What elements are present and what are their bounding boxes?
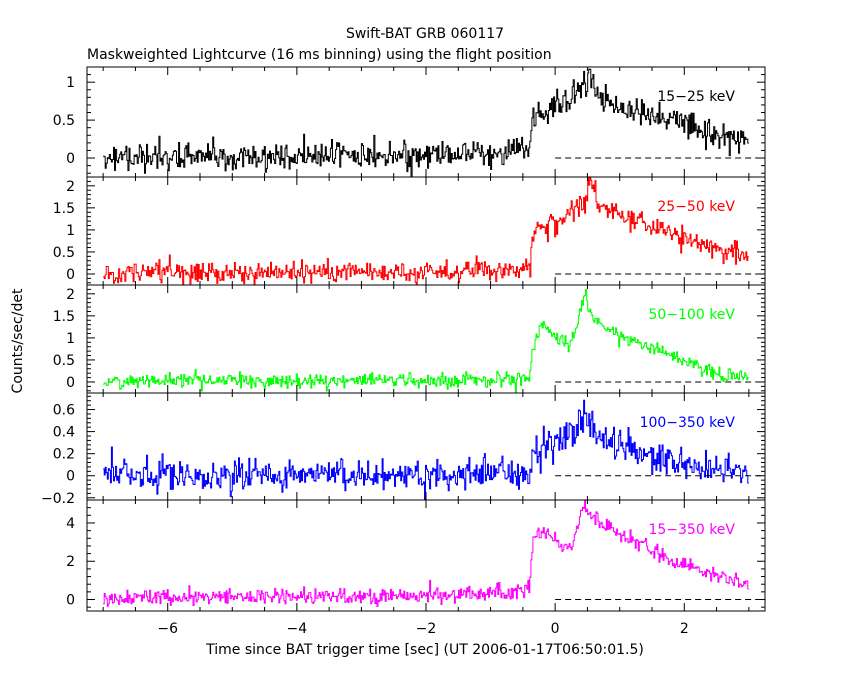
y-tick-label: 0 bbox=[66, 151, 75, 167]
y-tick-label: 1.5 bbox=[53, 201, 75, 217]
x-tick-label: −4 bbox=[287, 621, 308, 637]
panel: 0 2 4 15−350 keV bbox=[66, 499, 766, 612]
band-label: 100−350 keV bbox=[640, 415, 736, 431]
x-tick-label: 2 bbox=[680, 621, 689, 637]
series-line bbox=[103, 177, 749, 285]
panel-frame bbox=[86, 66, 766, 178]
y-tick-label: 0.6 bbox=[53, 403, 75, 419]
series-line bbox=[103, 289, 749, 393]
panels-group: 0 0.5 1 15−25 keV 0 0.5 1 1.5 2 25−50 keV 0 0.5 1 1.5… bbox=[41, 66, 766, 637]
y-axis-label: Counts/sec/det bbox=[10, 288, 26, 393]
x-tick-label: −6 bbox=[157, 621, 178, 637]
y-tick-label: 2 bbox=[66, 554, 75, 570]
y-tick-label: 1 bbox=[66, 331, 75, 347]
band-label: 50−100 keV bbox=[648, 307, 735, 323]
chart-subtitle: Maskweighted Lightcurve (16 ms binning) … bbox=[87, 47, 552, 63]
panel: 0 0.5 1 1.5 2 50−100 keV bbox=[53, 284, 766, 394]
y-tick-label: 0.2 bbox=[53, 447, 75, 463]
panel: 0 0.5 1 15−25 keV bbox=[53, 66, 766, 178]
y-tick-label: 0 bbox=[66, 267, 75, 283]
y-tick-label: 2 bbox=[66, 287, 75, 303]
x-tick-label: 0 bbox=[551, 621, 560, 637]
y-tick-label: 0.5 bbox=[53, 245, 75, 261]
x-tick-label: −2 bbox=[416, 621, 437, 637]
series-line bbox=[103, 399, 749, 500]
band-label: 15−25 keV bbox=[657, 89, 735, 105]
y-tick-label: 0 bbox=[66, 469, 75, 485]
panel: −0.2 0 0.2 0.4 0.6 100−350 keV bbox=[41, 392, 766, 507]
series-line bbox=[103, 500, 749, 607]
y-tick-label: 0 bbox=[66, 593, 75, 609]
y-tick-label: −0.2 bbox=[41, 491, 75, 507]
x-axis-label: Time since BAT trigger time [sec] (UT 20… bbox=[205, 642, 644, 658]
band-label: 25−50 keV bbox=[657, 199, 735, 215]
band-label: 15−350 keV bbox=[648, 522, 735, 538]
y-tick-label: 1 bbox=[66, 223, 75, 239]
y-tick-label: 0.5 bbox=[53, 353, 75, 369]
y-tick-label: 0.4 bbox=[53, 425, 75, 441]
y-tick-label: 0 bbox=[66, 375, 75, 391]
panel: 0 0.5 1 1.5 2 25−50 keV bbox=[53, 176, 766, 286]
series-line bbox=[103, 68, 749, 177]
y-tick-label: 0.5 bbox=[53, 113, 75, 129]
y-tick-label: 2 bbox=[66, 179, 75, 195]
chart-title: Swift-BAT GRB 060117 bbox=[346, 26, 504, 42]
y-tick-label: 1.5 bbox=[53, 309, 75, 325]
y-tick-label: 1 bbox=[66, 75, 75, 91]
y-tick-label: 4 bbox=[66, 516, 75, 532]
